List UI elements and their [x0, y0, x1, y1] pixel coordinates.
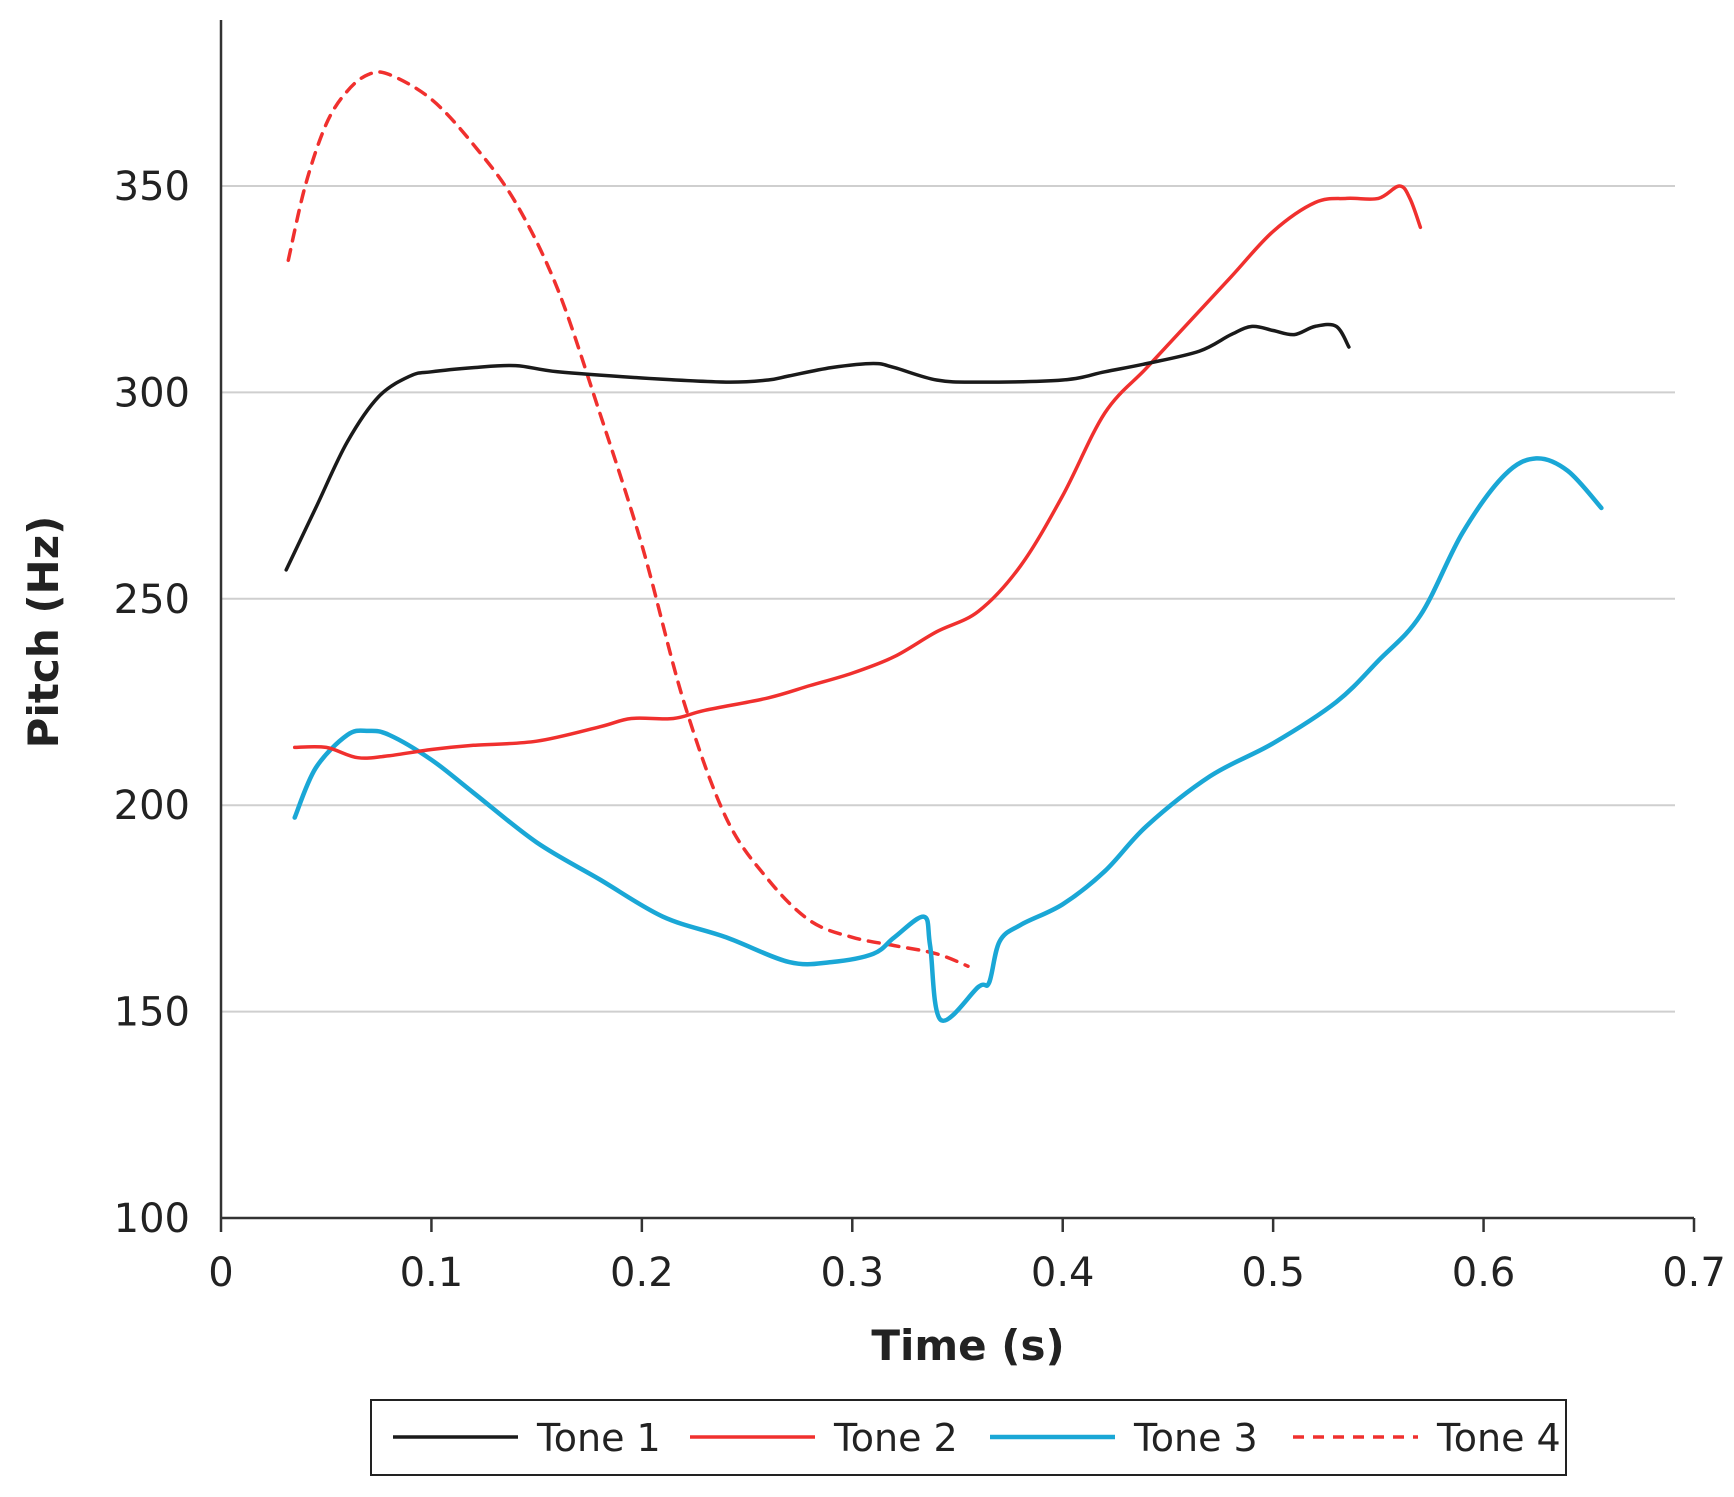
series-layer [284, 70, 1604, 1023]
legend: Tone 1 Tone 2 Tone 3 Tone 4 [370, 1399, 1567, 1476]
y-ticks: 100 150 200 250 300 350 [114, 164, 190, 1242]
legend-label: Tone 1 [536, 1416, 661, 1460]
x-tick-label: 0.4 [1031, 1250, 1095, 1296]
series-line-tone-4 [286, 70, 970, 968]
y-tick-label: 350 [114, 164, 190, 210]
x-axis-title: Time (s) [871, 1321, 1064, 1370]
legend-box [370, 1399, 1567, 1476]
y-axis-title: Pitch (Hz) [19, 516, 68, 749]
series-line-tone-2 [292, 184, 1423, 760]
y-tick-label: 100 [114, 1196, 190, 1242]
x-tick-label: 0.7 [1662, 1250, 1726, 1296]
axes [219, 20, 1694, 1220]
x-tick-label: 0.6 [1452, 1250, 1516, 1296]
x-tick-label: 0.2 [610, 1250, 674, 1296]
y-tick-label: 300 [114, 370, 190, 416]
y-tick-label: 200 [114, 783, 190, 829]
legend-label: Tone 4 [1436, 1416, 1561, 1460]
y-tick-label: 250 [114, 577, 190, 623]
gridlines [221, 185, 1675, 1013]
legend-label: Tone 3 [1133, 1416, 1258, 1460]
x-tick-label: 0.5 [1241, 1250, 1305, 1296]
legend-label: Tone 2 [833, 1416, 958, 1460]
series-line-tone-3 [292, 456, 1604, 1023]
x-ticks: 0 0.1 0.2 0.3 0.4 0.5 0.6 0.7 [208, 1218, 1726, 1296]
y-tick-label: 150 [114, 990, 190, 1036]
x-tick-label: 0.1 [400, 1250, 464, 1296]
x-tick-label: 0.3 [820, 1250, 884, 1296]
series-line-tone-1 [284, 322, 1351, 572]
x-tick-label: 0 [208, 1250, 233, 1296]
